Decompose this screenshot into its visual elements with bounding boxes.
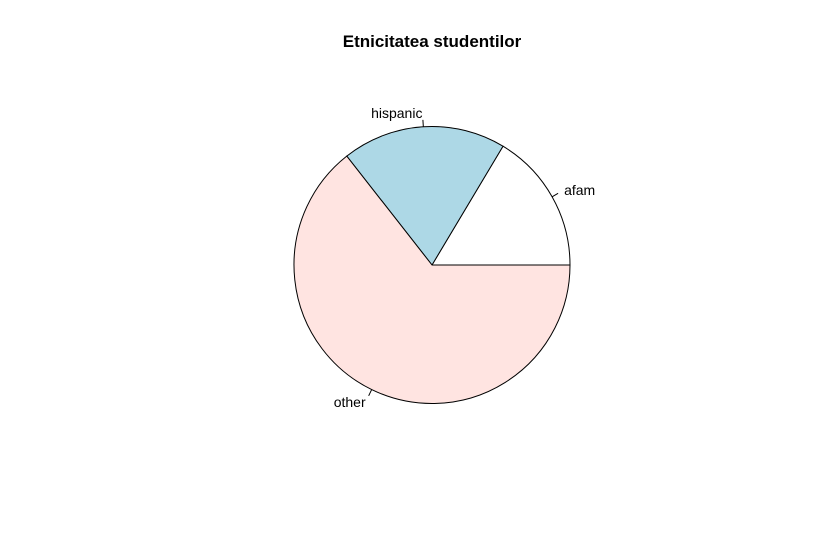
pie-slice-afam — [431, 145, 571, 266]
pie-label-other: other — [334, 394, 366, 410]
leader-line-afam — [551, 192, 559, 198]
leader-line-other — [368, 389, 373, 397]
chart-title: Etnicitatea studentilor — [343, 32, 522, 51]
pie-slices — [293, 126, 571, 404]
pie-leader-lines — [368, 119, 559, 397]
pie-label-hispanic: hispanic — [371, 105, 422, 121]
pie-labels: afam hispanic other — [334, 105, 595, 410]
pie-slice-other — [293, 155, 571, 404]
pie-label-afam: afam — [564, 182, 595, 198]
